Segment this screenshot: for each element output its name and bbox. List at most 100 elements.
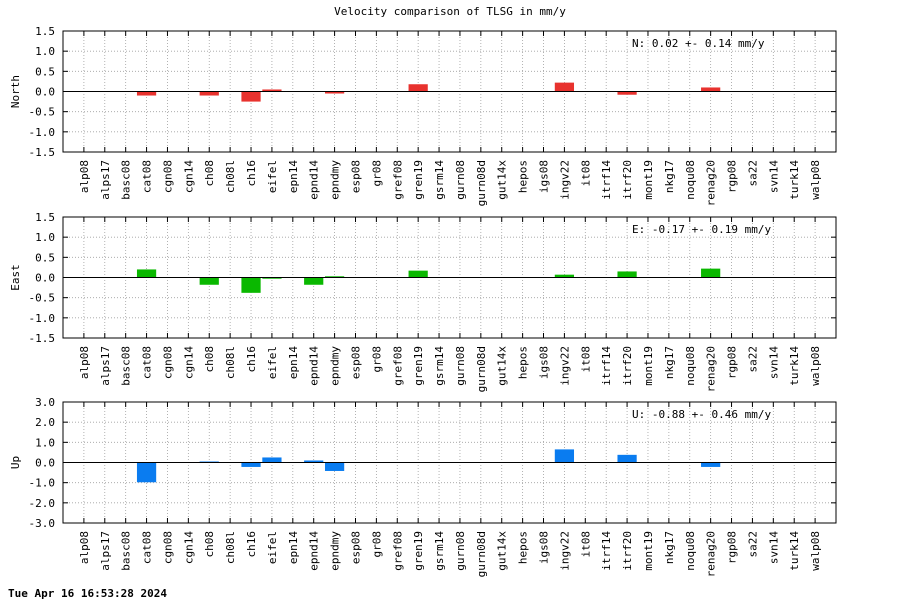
ytick-label: 1.0 [35,436,55,449]
bar-renag20 [701,87,721,92]
xtick-label: igs08 [538,531,551,564]
ytick-label: 0.0 [35,272,55,285]
bar-ch16 [241,277,261,293]
xtick-label: sa22 [746,346,759,373]
ytick-label: 3.0 [35,396,55,409]
bar-epndmy [324,462,345,471]
xtick-label: esp08 [349,346,362,379]
xtick-label: ch16 [245,346,258,373]
xtick-label: epndmy [329,160,342,200]
bar-epndmy [324,91,345,94]
xtick-label: ingv22 [558,346,571,386]
xtick-label: igs08 [538,346,551,379]
xtick-label: itrf14 [600,531,613,571]
xtick-label: itrf20 [621,160,634,200]
xtick-label: ch08 [203,160,216,187]
xtick-label: gr08 [370,346,383,373]
xtick-label: gsrm14 [433,160,446,200]
xtick-label: renag20 [705,531,718,577]
xtick-label: epnd14 [308,531,321,571]
xtick-label: noqu08 [684,346,697,386]
bar-eifel [262,89,282,92]
bar-ch08 [199,91,219,96]
xtick-label: svn14 [767,160,780,193]
bar-cat08 [136,462,157,483]
xtick-label: nkg17 [663,346,676,379]
bar-itrf20 [617,454,637,463]
bar-epnd14 [304,277,324,285]
xtick-label: gren19 [412,346,425,386]
xtick-label: alp08 [78,531,91,564]
xtick-label: gren19 [412,531,425,571]
xtick-label: cat08 [141,531,154,564]
bar-ingv22 [554,449,575,463]
bar-cat08 [136,91,157,96]
xtick-label: svn14 [767,346,780,379]
xtick-label: sa22 [746,531,759,558]
xtick-label: gurn08 [454,160,467,200]
xtick-label: basc08 [120,346,133,386]
ytick-label: -1.0 [29,126,56,139]
xtick-label: ch16 [245,531,258,558]
ytick-label: -0.5 [29,292,56,305]
xtick-label: epn14 [287,160,300,193]
bar-renag20 [701,268,721,278]
ytick-label: 2.0 [35,416,55,429]
summary-text: U: -0.88 +- 0.46 mm/y [632,408,771,421]
xtick-label: itrf14 [600,160,613,200]
xtick-label: it08 [579,346,592,373]
xtick-label: cat08 [141,346,154,379]
xtick-label: gut14x [496,531,509,571]
xtick-label: alp08 [78,346,91,379]
xtick-label: rgp08 [726,160,739,193]
xtick-label: epndmy [329,346,342,386]
xtick-label: renag20 [705,346,718,392]
bar-gren19 [408,84,428,92]
xtick-label: nkg17 [663,160,676,193]
ytick-label: 1.0 [35,45,55,58]
ytick-label: -1.5 [29,146,56,159]
bar-itrf20 [617,271,637,278]
xtick-label: gref08 [391,160,404,200]
xtick-label: gurn08 [454,346,467,386]
xtick-label: cgn08 [161,346,174,379]
bar-epnd14 [304,460,324,463]
xtick-label: ch08l [224,346,237,379]
ytick-label: -2.0 [29,497,56,510]
bar-ingv22 [554,274,575,278]
timestamp: Tue Apr 16 16:53:28 2024 [8,587,167,600]
xtick-label: svn14 [767,531,780,564]
bar-cat08 [136,269,157,278]
xtick-label: it08 [579,531,592,558]
xtick-label: eifel [266,346,279,379]
xtick-label: gsrm14 [433,346,446,386]
ytick-label: 0.5 [35,65,55,78]
xtick-label: cgn14 [182,160,195,193]
xtick-label: epnd14 [308,160,321,200]
bar-ch16 [241,91,261,102]
xtick-label: cat08 [141,160,154,193]
ytick-label: 1.0 [35,231,55,244]
xtick-label: cgn14 [182,531,195,564]
xtick-label: hepos [517,531,530,564]
xtick-label: esp08 [349,160,362,193]
xtick-label: renag20 [705,160,718,206]
ytick-label: -1.5 [29,332,56,345]
xtick-label: alps17 [99,346,112,386]
xtick-label: gref08 [391,346,404,386]
xtick-label: noqu08 [684,160,697,200]
xtick-label: epndmy [329,531,342,571]
y-axis-label: Up [9,456,22,469]
y-axis-label: North [9,75,22,108]
xtick-label: epn14 [287,531,300,564]
xtick-label: ch08l [224,160,237,193]
plot-frame [62,30,837,153]
xtick-label: itrf20 [621,531,634,571]
xtick-label: alp08 [78,160,91,193]
xtick-label: eifel [266,160,279,193]
chart-panel-east: 1.5 1.0 0.5 0.0 -0.5 -1.0 -1.5 alp08 alps17 basc0… [9,211,837,392]
summary-text: N: 0.02 +- 0.14 mm/y [632,37,765,50]
bar-eifel [262,277,282,279]
xtick-label: it08 [579,160,592,187]
xtick-label: basc08 [120,531,133,571]
